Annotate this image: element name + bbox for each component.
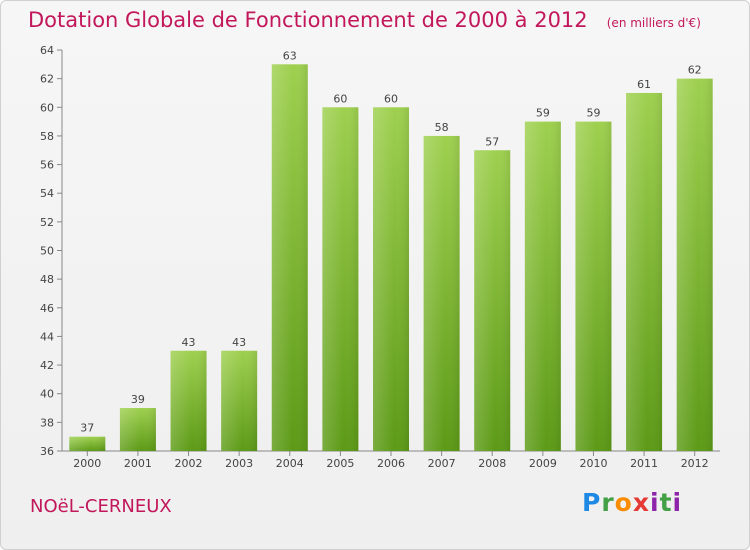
title-row: Dotation Globale de Fonctionnement de 20… [28,8,701,32]
y-tick-label: 50 [40,245,54,258]
y-tick-label: 64 [40,44,54,57]
bar-value-label: 60 [384,92,398,105]
bar-value-label: 59 [586,107,600,120]
y-tick-label: 52 [40,216,54,229]
y-tick-label: 42 [40,359,54,372]
y-tick-label: 46 [40,302,54,315]
proxiti-logo: Proxiti [582,488,683,517]
y-tick-label: 48 [40,273,54,286]
bar-value-label: 39 [131,393,145,406]
x-tick-label: 2007 [428,457,456,470]
bar-shade [626,92,663,451]
y-tick-label: 36 [40,445,54,458]
x-tick-label: 2006 [377,457,405,470]
y-tick-label: 62 [40,73,54,86]
commune-name: NOëL-CERNEUX [30,496,172,517]
bar-value-label: 60 [333,92,347,105]
bar-shade [322,107,359,452]
bar-shade [271,64,308,452]
bar-value-label: 37 [80,422,94,435]
bar-shade [524,121,561,451]
y-tick-label: 38 [40,416,54,429]
x-tick-label: 2008 [478,457,506,470]
bar-shade [423,135,460,451]
bar-value-label: 63 [283,49,297,62]
bar-shade [373,107,409,452]
y-tick-label: 54 [40,187,54,200]
bar-value-label: 43 [232,336,246,349]
bar-value-label: 62 [688,64,702,77]
chart-title: Dotation Globale de Fonctionnement de 20… [28,8,588,32]
bar-value-label: 57 [485,135,499,148]
bar-shade [170,350,207,451]
chart-unit: (en milliers d'€) [606,16,701,30]
y-tick-label: 40 [40,388,54,401]
x-tick-label: 2011 [630,457,658,470]
bar-shade [676,78,713,452]
bar-shade [119,408,156,451]
x-tick-label: 2003 [225,457,253,470]
bar-value-label: 61 [637,78,651,91]
bar-shade [69,436,106,451]
y-tick-label: 58 [40,130,54,143]
x-tick-label: 2002 [175,457,203,470]
bar-value-label: 43 [182,336,196,349]
x-tick-label: 2012 [681,457,709,470]
bar-shade [575,121,612,451]
y-tick-label: 60 [40,101,54,114]
bar-shade [221,350,258,451]
bar-value-label: 59 [536,107,550,120]
bar-shade [474,150,511,451]
x-tick-label: 2001 [124,457,152,470]
x-tick-label: 2000 [73,457,101,470]
y-tick-label: 44 [40,330,54,343]
bar-value-label: 58 [435,121,449,134]
y-tick-label: 56 [40,159,54,172]
x-tick-label: 2004 [276,457,304,470]
x-tick-label: 2005 [326,457,354,470]
x-tick-label: 2009 [529,457,557,470]
x-tick-label: 2010 [579,457,607,470]
